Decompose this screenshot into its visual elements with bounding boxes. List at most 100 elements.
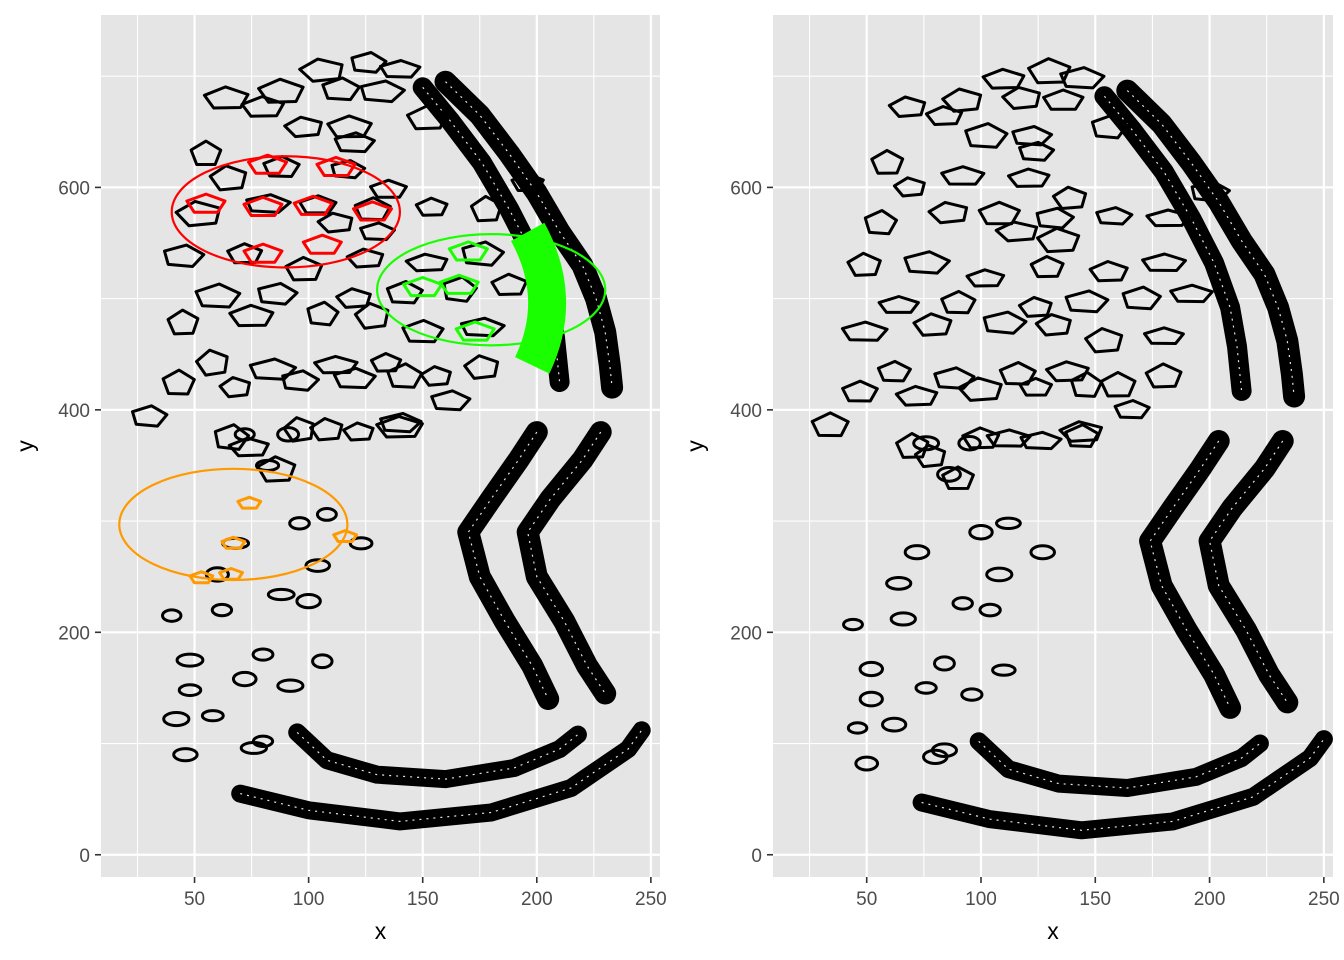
orange-highlight-cluster [236,495,263,510]
point-cluster [960,687,984,702]
point-cluster [348,536,374,551]
green-highlight-cluster [454,320,496,342]
orange-ellipse [118,467,349,582]
point-cluster [982,310,1028,335]
red-highlight-cluster [185,192,227,214]
point-cluster [251,647,275,662]
point-cluster [985,428,1032,448]
point-cluster [459,316,506,338]
point-cluster [194,282,242,309]
point-cluster [1070,370,1103,398]
point-cluster [903,250,951,275]
point-cluster [510,172,545,192]
point-cluster [298,57,344,83]
point-cluster [1088,260,1129,283]
point-cluster [912,312,953,337]
point-cluster [1084,327,1124,354]
point-cluster [210,602,234,618]
y-tick-label: 0 [751,846,762,867]
point-cluster [490,272,528,296]
y-axis-title: y [12,440,38,452]
point-cluster [359,79,406,104]
point-cluster [227,436,270,458]
lower-inner-band [1139,430,1242,719]
point-cluster [1145,208,1192,228]
point-cluster [892,176,926,198]
data-points [810,57,1333,840]
point-cluster [840,320,889,342]
red-highlight-cluster [352,200,393,222]
point-cluster [1027,57,1072,85]
point-cluster [1190,180,1231,203]
point-cluster [345,247,385,269]
point-cluster [1018,140,1056,162]
point-cluster [957,376,1003,402]
point-cluster [461,240,505,267]
point-cluster [248,357,298,381]
y-tick-label: 200 [58,623,90,644]
point-cluster [998,361,1037,386]
point-cluster [262,155,301,178]
orange-highlight-cluster [332,529,358,543]
point-cluster [858,660,884,678]
point-cluster [978,602,1002,618]
green-highlight-cluster [402,276,444,298]
x-tick-label: 250 [635,889,667,910]
point-cluster [1019,430,1063,451]
point-cluster [933,366,976,390]
point-cluster [991,663,1017,677]
point-cluster [895,432,930,459]
point-cluster [995,516,1022,531]
y-tick-label: 200 [730,623,762,644]
x-tick-label: 50 [856,889,877,910]
green-highlight-cluster [438,273,480,295]
y-axis-title: y [682,440,708,452]
bottom-inner-band-texture [296,731,579,780]
outer-seat-band [434,70,624,399]
point-cluster [166,308,200,336]
point-cluster [1058,420,1103,443]
orange-highlight-cluster [220,535,247,550]
point-cluster [419,365,452,387]
point-cluster [332,366,377,390]
point-cluster [1095,206,1134,226]
point-cluster [863,209,898,236]
point-cluster [369,352,403,373]
point-cluster [295,593,322,610]
point-cluster [276,678,305,693]
point-cluster [379,412,423,434]
point-cluster [256,455,297,483]
point-cluster [887,95,927,118]
point-cluster [202,85,250,110]
lower-outer-band [516,421,617,705]
point-cluster [161,608,183,623]
y-tick-label: 400 [58,401,90,422]
point-cluster [1029,544,1056,561]
point-cluster [854,755,880,772]
green-highlight-band [510,222,567,374]
point-cluster [1036,226,1081,254]
point-cluster [810,411,850,438]
red-ellipse [170,155,401,269]
point-cluster [924,105,964,126]
point-cluster [951,596,974,611]
point-cluster [284,255,324,282]
red-highlight-cluster [242,195,284,217]
point-cluster [876,359,912,383]
point-cluster [228,303,275,328]
point-cluster [965,268,1006,288]
point-cluster [218,376,251,399]
point-cluster [245,193,292,214]
point-cluster [1059,66,1106,90]
inner-seat-band-texture [1103,95,1243,391]
point-cluster [1029,255,1065,279]
point-cluster [189,139,223,166]
point-cluster [172,747,199,763]
point-cluster [404,252,449,273]
point-cluster [276,426,301,443]
point-cluster [977,200,1021,226]
point-cluster [283,115,323,139]
x-axis-title: x [1047,918,1059,944]
point-cluster [174,199,222,228]
